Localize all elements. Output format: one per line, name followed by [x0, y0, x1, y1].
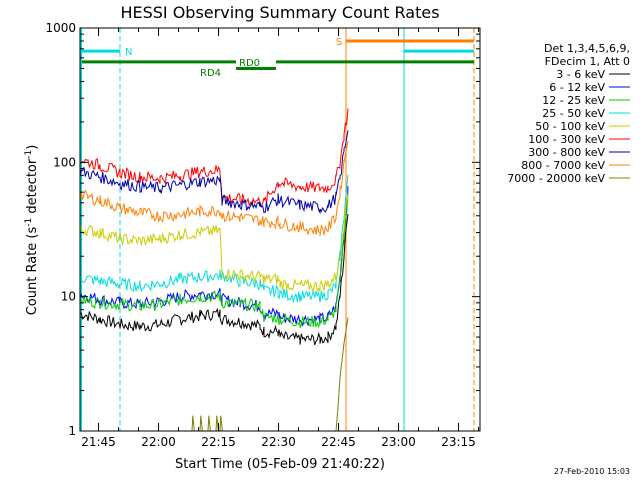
night-label: N [125, 47, 132, 58]
x-tick-label: 21:45 [81, 435, 116, 449]
y-tick-label: 1000 [45, 21, 76, 35]
legend-header-line-2: FDecim 1, Att 0 [545, 55, 630, 68]
legend-label: 3 - 6 keV [556, 68, 605, 81]
x-axis-label: Start Time (05-Feb-09 21:40:22) [175, 457, 385, 472]
series-line-100-300keV [79, 108, 349, 208]
y-axis-label-mid: detector [25, 158, 40, 218]
y-axis-label: Count Rate (s-1 detector-1) [24, 145, 40, 316]
y-tick-label: 10 [61, 290, 76, 304]
plot-timestamp: 27-Feb-2010 15:03 [554, 467, 630, 476]
series-line-50-100keV [79, 193, 349, 293]
x-tick-label: 22:30 [261, 435, 296, 449]
x-tick-label: 23:15 [441, 435, 476, 449]
rd0-label: RD0 [239, 58, 260, 69]
y-axis-label-sup2: -1 [24, 150, 34, 159]
legend-label: 12 - 25 keV [542, 94, 605, 107]
plot-area: N S RD0 RD4 [79, 28, 475, 432]
y-tick-label: 100 [53, 155, 76, 169]
series-line-25-50keV [79, 174, 349, 304]
plot-frame [79, 27, 481, 432]
legend: Det 1,3,4,5,6,9, FDecim 1, Att 0 3 - 6 k… [507, 42, 630, 185]
series-line-6-12keV [79, 186, 349, 327]
legend-label: 300 - 800 keV [528, 146, 605, 159]
series-line-300-800keV [79, 130, 349, 215]
x-tick-label: 22:15 [201, 435, 236, 449]
legend-header-line-1: Det 1,3,4,5,6,9, [544, 42, 630, 55]
rd4-label: RD4 [200, 68, 221, 79]
y-axis-label-main: Count Rate (s [25, 227, 40, 316]
series-line-800-7000keV [79, 140, 349, 237]
legend-label: 800 - 7000 keV [521, 159, 605, 172]
axis-ticks: 1 10 100 1000 21:45 22:00 22:15 22:30 22:45 23:00… [45, 21, 480, 449]
x-tick-label: 22:00 [141, 435, 176, 449]
legend-label: 100 - 300 keV [528, 133, 605, 146]
chart-title: HESSI Observing Summary Count Rates [120, 3, 439, 22]
x-tick-label: 23:00 [381, 435, 416, 449]
series-line-3-6keV [79, 213, 349, 346]
series-line-12-25keV [79, 192, 349, 329]
y-axis-label-end: ) [25, 145, 40, 150]
y-axis-label-sup1: -1 [24, 218, 34, 227]
x-tick-label: 22:45 [321, 435, 356, 449]
legend-label: 7000 - 20000 keV [507, 172, 605, 185]
legend-label: 25 - 50 keV [542, 107, 605, 120]
y-tick-label: 1 [68, 424, 76, 438]
legend-label: 50 - 100 keV [535, 120, 605, 133]
saa-label: S [336, 37, 342, 48]
legend-label: 6 - 12 keV [549, 81, 605, 94]
